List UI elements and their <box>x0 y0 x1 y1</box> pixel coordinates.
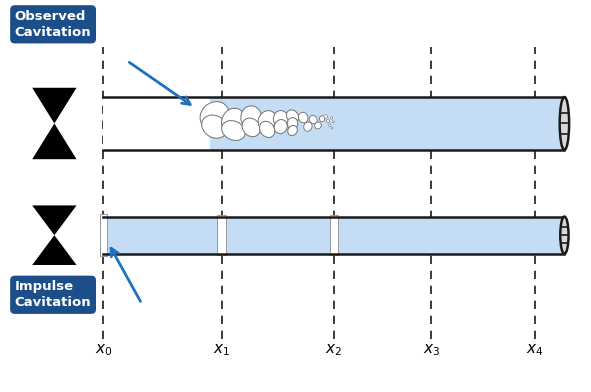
Ellipse shape <box>332 121 334 123</box>
Ellipse shape <box>274 120 287 134</box>
Ellipse shape <box>330 117 333 119</box>
Ellipse shape <box>222 108 245 135</box>
Ellipse shape <box>242 118 260 137</box>
Polygon shape <box>32 123 77 159</box>
Bar <box>210 97 564 150</box>
Polygon shape <box>32 235 77 265</box>
Ellipse shape <box>324 114 327 118</box>
Ellipse shape <box>298 113 308 123</box>
Bar <box>103 97 210 150</box>
Ellipse shape <box>273 111 288 127</box>
Bar <box>100 214 107 256</box>
Polygon shape <box>32 205 77 235</box>
Ellipse shape <box>202 115 228 138</box>
Ellipse shape <box>287 118 298 129</box>
Ellipse shape <box>309 116 317 123</box>
Ellipse shape <box>320 116 325 122</box>
Ellipse shape <box>304 122 312 131</box>
Ellipse shape <box>560 97 569 150</box>
Bar <box>330 215 338 256</box>
Ellipse shape <box>287 110 298 123</box>
Ellipse shape <box>259 121 275 138</box>
Text: Observed
Cavitation: Observed Cavitation <box>15 10 92 39</box>
Bar <box>217 215 226 256</box>
Ellipse shape <box>326 120 330 123</box>
Ellipse shape <box>331 127 333 129</box>
Ellipse shape <box>258 111 276 130</box>
Text: Impulse
Cavitation: Impulse Cavitation <box>15 280 92 309</box>
Text: $x_{3}$: $x_{3}$ <box>423 342 440 358</box>
Text: $x_{1}$: $x_{1}$ <box>213 342 230 358</box>
Ellipse shape <box>200 102 229 130</box>
Text: $x_{0}$: $x_{0}$ <box>95 342 112 358</box>
Ellipse shape <box>329 124 331 127</box>
Ellipse shape <box>241 106 261 129</box>
Ellipse shape <box>288 125 297 136</box>
Polygon shape <box>32 88 77 123</box>
Bar <box>103 216 564 254</box>
Text: $x_{4}$: $x_{4}$ <box>526 342 544 358</box>
Ellipse shape <box>560 216 569 254</box>
Ellipse shape <box>314 122 322 129</box>
Text: $x_{2}$: $x_{2}$ <box>326 342 342 358</box>
Ellipse shape <box>222 121 245 140</box>
